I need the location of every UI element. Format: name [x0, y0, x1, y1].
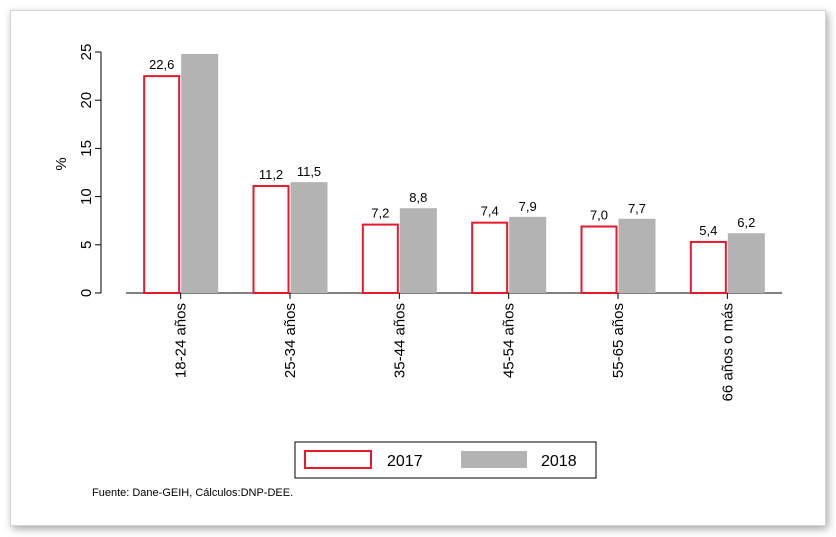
- x-tick-label: 18-24 años: [173, 303, 190, 378]
- data-label: 8,8: [409, 190, 427, 205]
- bar-2017: [143, 75, 181, 294]
- bar-2018: [399, 208, 437, 293]
- y-tick-label: 0: [78, 289, 95, 297]
- x-tick-label: 55-65 años: [610, 303, 627, 378]
- y-tick-label: 10: [78, 188, 95, 205]
- bar-2017: [580, 225, 618, 295]
- y-tick-label: 15: [78, 140, 95, 157]
- x-tick-label: 66 años o más: [719, 303, 736, 401]
- y-tick-label: 25: [78, 44, 95, 61]
- data-label: 7,9: [519, 199, 537, 214]
- x-tick-label: 25-34 años: [282, 303, 299, 378]
- legend-swatch-2018: [461, 451, 527, 468]
- bar-2017: [252, 185, 290, 294]
- bar-2017: [471, 221, 509, 294]
- x-tick-label: 35-44 años: [391, 303, 408, 378]
- data-label: 11,2: [259, 167, 283, 182]
- y-tick-label: 5: [78, 241, 95, 249]
- data-label: 7,2: [371, 206, 389, 221]
- legend-label-2018: 2018: [541, 453, 577, 470]
- x-tick-label: 45-54 años: [501, 303, 518, 378]
- data-label: 5,4: [699, 223, 717, 238]
- legend-label-2017: 2017: [387, 453, 423, 470]
- y-tick-label: 20: [78, 92, 95, 109]
- bar-2017: [689, 240, 727, 294]
- bar-2018: [181, 53, 219, 293]
- data-label: 7,4: [481, 204, 499, 219]
- legend: 2017 2018: [294, 441, 597, 479]
- data-label: 22,6: [149, 57, 174, 72]
- y-axis-label: %: [53, 157, 70, 170]
- bar-2018: [727, 233, 765, 293]
- legend-swatch-2017: [304, 450, 372, 469]
- data-label: 7,7: [628, 201, 646, 216]
- data-label: 11,5: [297, 164, 321, 179]
- plot-area: 0 5 10 15 20 25 18-24 años 22,6 25-34 años 11,2 11…: [78, 44, 782, 401]
- data-label: 7,0: [590, 208, 608, 223]
- bar-2018: [290, 182, 328, 293]
- bar-2018: [509, 216, 547, 293]
- data-label: 6,2: [737, 215, 755, 230]
- bar-2018: [618, 218, 656, 293]
- source-note: Fuente: Dane-GEIH, Cálculos:DNP-DEE.: [92, 487, 293, 499]
- bar-2017: [361, 223, 399, 294]
